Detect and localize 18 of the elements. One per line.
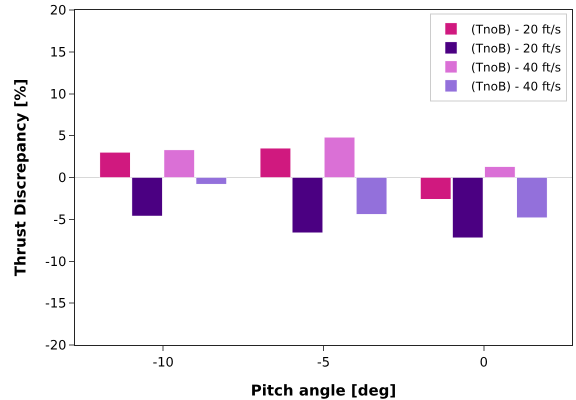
x-axis-title: Pitch angle [deg] [250,382,396,400]
y-tick-label: -10 [45,254,66,270]
y-tick-label: -5 [53,212,66,228]
y-tick-label: 15 [50,45,66,60]
y-tick-label: -15 [45,296,66,312]
y-tick-label: 10 [50,87,66,102]
legend-label: (TnoB) - 20 ft/s [471,42,561,56]
y-tick-label: 20 [50,4,66,19]
y-tick-label: 5 [58,129,66,144]
x-tick-label: -10 [152,356,174,371]
legend-label: (TnoB) - 40 ft/s [471,60,561,75]
y-tick-label: 0 [58,171,66,186]
y-axis-title: Thrust Discrepancy [%] [11,78,30,276]
legend-label: (TnoB) - 40 ft/s [471,80,561,94]
x-tick-label: -5 [317,356,330,371]
y-tick-label: -20 [45,338,66,354]
x-tick-label: 0 [480,356,488,371]
legend-label: (TnoB) - 20 ft/s [471,22,561,37]
